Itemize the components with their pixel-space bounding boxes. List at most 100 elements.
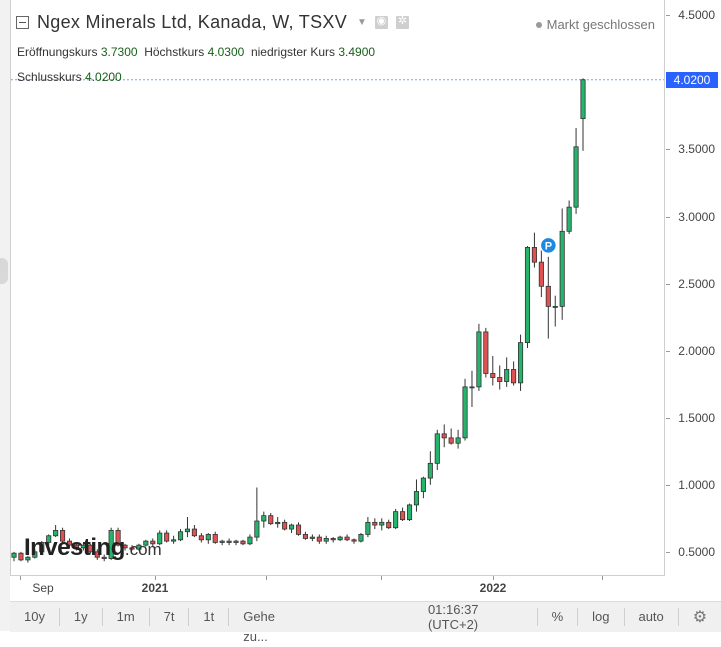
candle[interactable] [372,518,378,530]
candle[interactable] [129,545,135,551]
candle[interactable] [66,538,73,548]
period-7t-button[interactable]: 7t [163,609,175,624]
candle[interactable] [53,525,59,538]
candle[interactable] [358,533,364,543]
candle[interactable] [316,534,322,544]
candle[interactable] [157,530,163,546]
candle[interactable] [469,370,475,408]
candle[interactable] [233,539,239,546]
candle[interactable] [511,361,517,386]
candle[interactable] [434,429,440,471]
candle[interactable] [330,537,336,543]
candle[interactable] [504,357,510,387]
candle[interactable] [18,551,24,562]
candle[interactable] [212,531,218,544]
candle[interactable] [337,535,343,542]
candle[interactable] [282,519,288,531]
candle[interactable] [108,527,114,560]
candle[interactable] [455,429,461,449]
candle[interactable] [545,256,551,339]
candle[interactable] [420,476,426,499]
candle[interactable] [101,554,107,562]
candle[interactable] [25,555,31,563]
candle[interactable] [406,503,413,522]
candle[interactable] [323,535,329,544]
candle[interactable] [261,511,267,528]
auto-scale-toggle[interactable]: auto [638,609,664,624]
candle[interactable] [122,543,128,551]
candle[interactable] [573,128,579,214]
candle[interactable] [94,549,100,560]
candle[interactable] [413,479,420,512]
side-panel-handle[interactable] [0,258,8,284]
candle[interactable] [73,542,80,551]
candle[interactable] [254,487,260,542]
candle[interactable] [275,516,281,528]
candle[interactable] [386,519,392,530]
period-1m-button[interactable]: 1m [116,609,135,624]
candle[interactable] [60,527,66,543]
time-axis[interactable]: Sep 2021 2022 [10,576,665,599]
candle[interactable] [177,529,184,542]
candle[interactable] [295,522,302,536]
candle[interactable] [302,531,308,540]
eye-icon[interactable]: ◉ [374,15,388,29]
candle[interactable] [268,512,274,526]
event-marker[interactable] [539,236,558,255]
candle[interactable] [379,518,385,531]
gear-icon[interactable]: ✲ [395,15,409,29]
candle[interactable] [441,424,447,448]
candle[interactable] [476,323,482,391]
candle[interactable] [115,527,121,547]
candle[interactable] [87,543,93,554]
candle[interactable] [497,365,503,390]
settings-gear-icon[interactable]: ⚙ [692,609,708,626]
candle[interactable] [39,541,45,554]
minimize-icon[interactable] [16,16,29,29]
candle[interactable] [344,534,350,542]
candle[interactable] [531,232,537,268]
candle[interactable] [226,538,232,546]
candle[interactable] [80,542,86,551]
goto-date-button[interactable]: Gehe zu... [243,609,276,644]
candle[interactable] [198,533,204,543]
period-1t-button[interactable]: 1t [203,609,215,624]
candle[interactable] [400,507,406,522]
percent-scale-toggle[interactable]: % [551,609,564,624]
candle[interactable] [517,334,524,391]
candle[interactable] [143,539,149,547]
candle[interactable] [191,525,197,538]
candle[interactable] [247,534,253,546]
candle[interactable] [32,549,38,559]
price-chart[interactable]: P [0,0,721,631]
period-10y-button[interactable]: 10y [24,609,45,624]
log-scale-toggle[interactable]: log [592,609,610,624]
chevron-down-icon[interactable]: ▼ [357,17,367,28]
candle[interactable] [309,534,315,542]
candle[interactable] [219,539,225,546]
candle[interactable] [46,534,52,546]
candle[interactable] [11,551,17,562]
candle[interactable] [393,508,399,530]
candle[interactable] [462,378,468,441]
candle[interactable] [164,530,170,543]
candle[interactable] [490,356,496,386]
candle[interactable] [136,543,142,551]
candle[interactable] [524,246,531,348]
candle[interactable] [351,538,357,544]
candle[interactable] [566,200,572,234]
candle[interactable] [483,327,489,378]
candle[interactable] [171,535,177,544]
candle[interactable] [240,539,246,546]
candle[interactable] [580,78,586,151]
candle[interactable] [184,516,191,538]
candle[interactable] [289,523,295,534]
candle[interactable] [538,244,544,298]
candle[interactable] [365,516,371,538]
candle[interactable] [150,538,156,547]
period-1y-button[interactable]: 1y [73,609,88,624]
candle[interactable] [559,208,565,320]
candle[interactable] [448,428,454,445]
candle[interactable] [427,451,433,485]
candle[interactable] [205,533,211,544]
